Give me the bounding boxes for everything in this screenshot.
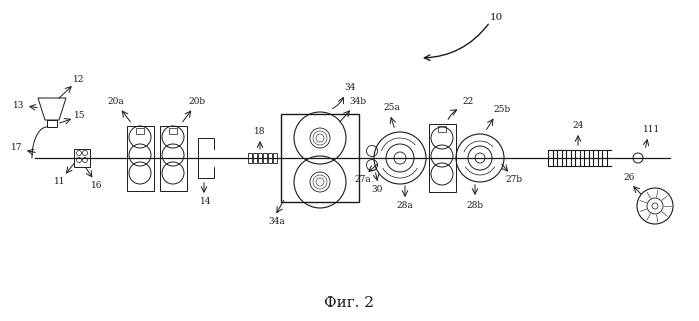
Text: 16: 16 xyxy=(92,180,103,189)
Text: 17: 17 xyxy=(11,143,23,152)
Text: 10: 10 xyxy=(489,13,503,22)
Text: 34a: 34a xyxy=(268,218,285,227)
Bar xyxy=(268,153,272,163)
Text: 34: 34 xyxy=(345,83,356,92)
Text: 20a: 20a xyxy=(108,98,124,107)
Bar xyxy=(273,153,277,163)
Text: 25a: 25a xyxy=(384,103,401,112)
Text: 13: 13 xyxy=(13,101,24,110)
Bar xyxy=(136,128,144,134)
Text: 111: 111 xyxy=(643,126,661,134)
Text: 18: 18 xyxy=(254,127,266,136)
Text: 28a: 28a xyxy=(396,202,413,211)
Text: 28b: 28b xyxy=(466,201,484,210)
Text: 22: 22 xyxy=(462,98,474,107)
Bar xyxy=(160,126,187,191)
Text: 26: 26 xyxy=(624,173,635,183)
Text: 12: 12 xyxy=(73,74,85,83)
Bar xyxy=(248,153,252,163)
Bar xyxy=(263,153,267,163)
Text: 20b: 20b xyxy=(189,98,206,107)
Text: 30: 30 xyxy=(371,186,382,195)
Text: 14: 14 xyxy=(200,197,212,206)
Bar xyxy=(169,128,177,134)
Bar xyxy=(127,126,154,191)
Bar xyxy=(281,114,359,202)
Text: 11: 11 xyxy=(55,178,66,187)
Bar xyxy=(258,153,262,163)
Text: 34b: 34b xyxy=(350,98,366,107)
Text: 27a: 27a xyxy=(354,176,371,185)
Bar xyxy=(206,150,216,166)
Text: 27b: 27b xyxy=(505,176,523,185)
Text: 25b: 25b xyxy=(493,106,511,115)
Bar xyxy=(198,138,214,178)
Bar xyxy=(74,149,90,167)
Bar xyxy=(429,124,456,192)
Bar xyxy=(47,120,57,127)
Bar xyxy=(438,126,446,132)
Bar xyxy=(253,153,257,163)
Text: 24: 24 xyxy=(572,122,584,131)
Text: Фиг. 2: Фиг. 2 xyxy=(324,296,374,310)
Text: 15: 15 xyxy=(74,111,86,120)
